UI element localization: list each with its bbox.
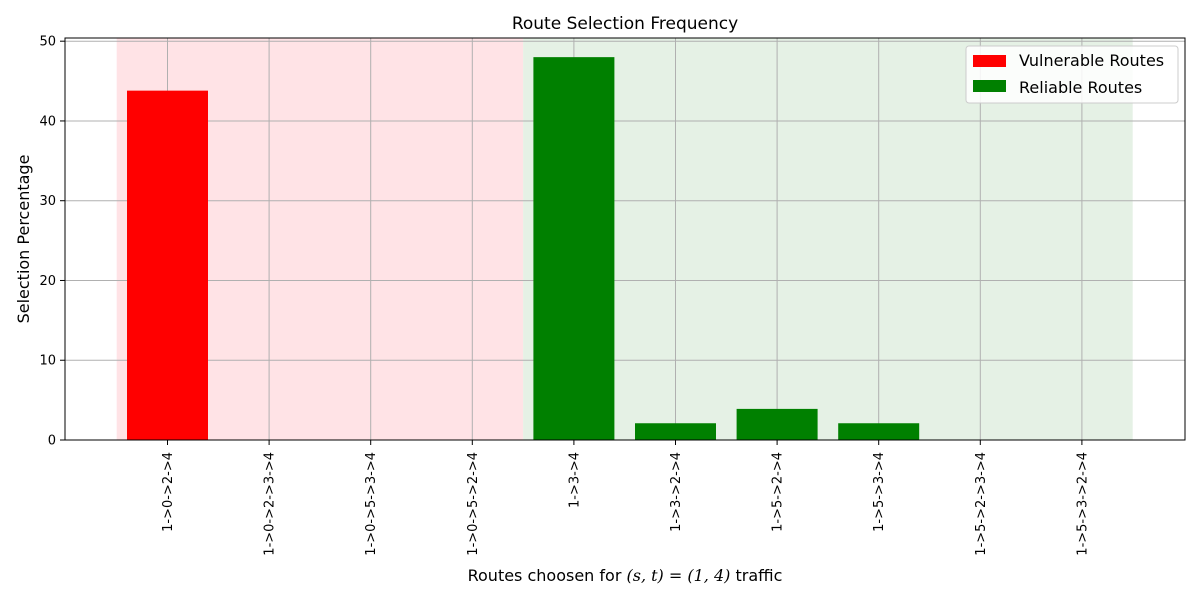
y-tick-label-1: 10 bbox=[39, 354, 56, 369]
bar-1-5 bbox=[635, 423, 716, 440]
legend: Vulnerable Routes Reliable Routes bbox=[965, 45, 1179, 104]
y-tick-label-3: 30 bbox=[39, 194, 56, 209]
background-regions bbox=[116, 38, 1133, 440]
x-tick-label-0: 1->0->2->4 bbox=[161, 452, 176, 532]
x-tick-label-1: 1->0->2->3->4 bbox=[263, 452, 278, 556]
x-tick-label-2: 1->0->5->3->4 bbox=[364, 452, 379, 556]
x-tick-label-7: 1->5->3->4 bbox=[872, 452, 887, 532]
y-axis: 0 10 20 30 40 50 bbox=[39, 35, 65, 449]
y-tick-label-0: 0 bbox=[48, 434, 56, 449]
y-tick-label-5: 50 bbox=[39, 35, 56, 50]
x-tick-label-5: 1->3->2->4 bbox=[669, 452, 684, 532]
x-axis: 1->0->2->4 1->0->2->3->4 1->0->5->3->4 1->0… bbox=[161, 440, 1090, 556]
bar-1-7 bbox=[838, 423, 920, 440]
x-tick-label-9: 1->5->3->2->4 bbox=[1075, 452, 1090, 556]
y-axis-title: Selection Percentage bbox=[14, 155, 33, 324]
legend-swatch-reliable bbox=[973, 80, 1006, 92]
legend-swatch-vulnerable bbox=[973, 55, 1006, 67]
x-axis-title-math: (s, t) = (1, 4) bbox=[626, 566, 730, 585]
bar-1-4 bbox=[533, 57, 615, 441]
legend-label-reliable: Reliable Routes bbox=[1019, 78, 1142, 97]
y-tick-label-4: 40 bbox=[39, 114, 56, 129]
x-tick-label-3: 1->0->5->2->4 bbox=[466, 452, 481, 556]
x-axis-title-suffix: traffic bbox=[730, 566, 782, 585]
legend-label-vulnerable: Vulnerable Routes bbox=[1019, 51, 1164, 70]
x-tick-label-6: 1->5->2->4 bbox=[771, 452, 786, 532]
x-axis-title: Routes choosen for (s, t) = (1, 4) traff… bbox=[468, 566, 783, 585]
x-axis-title-prefix: Routes choosen for bbox=[468, 566, 627, 585]
x-tick-label-4: 1->3->4 bbox=[567, 452, 582, 508]
bar-0-0 bbox=[127, 90, 208, 441]
plot-frame bbox=[64, 37, 1186, 441]
region-1 bbox=[523, 38, 1133, 440]
y-tick-label-2: 20 bbox=[39, 274, 56, 289]
x-tick-label-8: 1->5->2->3->4 bbox=[974, 452, 989, 556]
legend-box bbox=[965, 45, 1179, 104]
bars bbox=[127, 57, 920, 441]
bar-1-6 bbox=[736, 408, 818, 440]
chart-title: Route Selection Frequency bbox=[512, 14, 738, 34]
